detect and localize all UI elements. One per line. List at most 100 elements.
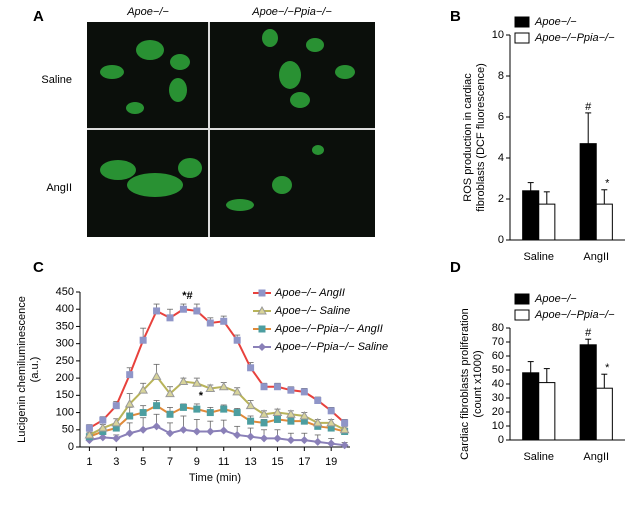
marker (326, 417, 337, 427)
marker (166, 429, 174, 438)
marker (260, 434, 269, 443)
significance-mark: # (585, 101, 592, 113)
marker (139, 336, 147, 344)
marker (193, 307, 201, 315)
x-tick-label: 15 (271, 456, 283, 468)
marker (99, 416, 107, 424)
legend-key (258, 343, 266, 351)
marker (260, 383, 268, 391)
marker (192, 427, 201, 436)
significance-mark: * (199, 390, 204, 402)
marker (260, 419, 268, 427)
marker (218, 381, 229, 391)
marker (112, 434, 121, 443)
micrographs (87, 22, 375, 237)
marker (313, 437, 322, 446)
y-axis-label: Lucigenin chemiluminescence (16, 296, 28, 443)
bar (538, 203, 556, 241)
marker (179, 425, 188, 434)
x-tick-label: Saline (523, 251, 554, 263)
marker (139, 425, 148, 434)
marker (233, 336, 241, 344)
marker (151, 371, 162, 380)
bar (522, 372, 540, 441)
marker (341, 419, 349, 427)
y-tick-label: 2 (498, 193, 504, 205)
marker (152, 422, 161, 431)
marker (179, 305, 187, 313)
bar (522, 190, 540, 241)
marker (299, 410, 310, 420)
legend-key (514, 16, 530, 28)
marker (233, 409, 241, 417)
legend-label: Apoe−/−Ppia−/− Saline (274, 341, 388, 353)
marker (300, 436, 309, 445)
y-tick-label: 250 (56, 355, 74, 367)
y-tick-label: 10 (492, 420, 504, 432)
significance-mark: # (585, 327, 592, 339)
marker (153, 307, 161, 315)
y-axis-label: Cardiac fibroblasts proliferation (459, 308, 471, 460)
bar (579, 143, 597, 241)
y-tick-label: 70 (492, 336, 504, 348)
marker (287, 386, 295, 394)
y-tick-label: 50 (62, 424, 74, 436)
legend-label: Apoe−/−Ppia−/− AngII (274, 323, 383, 335)
marker (327, 439, 336, 448)
legend-key (258, 325, 266, 333)
marker (220, 405, 228, 413)
bar (595, 203, 613, 241)
marker (219, 426, 228, 435)
y-tick-label: 60 (492, 350, 504, 362)
marker (273, 383, 281, 391)
significance-mark: *# (182, 290, 192, 302)
marker (112, 424, 120, 432)
y-axis-label: (count x1000) (472, 350, 484, 417)
marker (286, 409, 296, 418)
x-tick-label: 13 (244, 456, 256, 468)
y-axis-label: fibroblasts (DCF fluorescence) (475, 63, 487, 212)
row-header: AngII (46, 182, 72, 194)
x-tick-label: Saline (523, 451, 554, 463)
y-tick-label: 0 (68, 441, 74, 453)
significance-mark: * (605, 362, 610, 374)
row-header: Saline (41, 74, 72, 86)
y-tick-label: 10 (492, 29, 504, 41)
x-tick-label: 11 (218, 456, 229, 468)
marker (286, 436, 295, 445)
marker (97, 423, 108, 432)
bar (538, 382, 556, 441)
marker (192, 378, 202, 387)
significance-mark: * (605, 178, 610, 190)
y-tick-label: 350 (56, 320, 74, 332)
marker (139, 409, 147, 417)
y-tick-label: 20 (492, 406, 504, 418)
marker (273, 415, 281, 423)
x-tick-label: AngII (583, 251, 609, 263)
marker (300, 388, 308, 396)
y-tick-label: 400 (56, 303, 74, 315)
marker (220, 317, 228, 325)
y-axis-label: ROS production in cardiac (462, 73, 474, 202)
x-tick-label: 3 (113, 456, 119, 468)
panel-label: D (450, 259, 461, 276)
marker (246, 432, 255, 441)
x-tick-label: 9 (194, 456, 200, 468)
marker (111, 417, 122, 427)
legend-key (257, 305, 267, 315)
marker (85, 424, 93, 432)
bar (579, 344, 597, 441)
x-axis-label: Time (min) (189, 472, 241, 484)
y-axis-label: (a.u.) (29, 357, 41, 383)
legend-key (514, 309, 530, 321)
x-tick-label: 1 (86, 456, 92, 468)
legend-label: Apoe−/−Ppia−/− (534, 309, 615, 321)
y-tick-label: 30 (492, 392, 504, 404)
marker (327, 407, 335, 415)
legend-label: Apoe−/− (534, 293, 577, 305)
marker (259, 409, 269, 418)
y-tick-label: 300 (56, 338, 74, 350)
x-tick-label: 7 (167, 456, 173, 468)
panel-label: B (450, 8, 461, 25)
marker (166, 410, 174, 418)
